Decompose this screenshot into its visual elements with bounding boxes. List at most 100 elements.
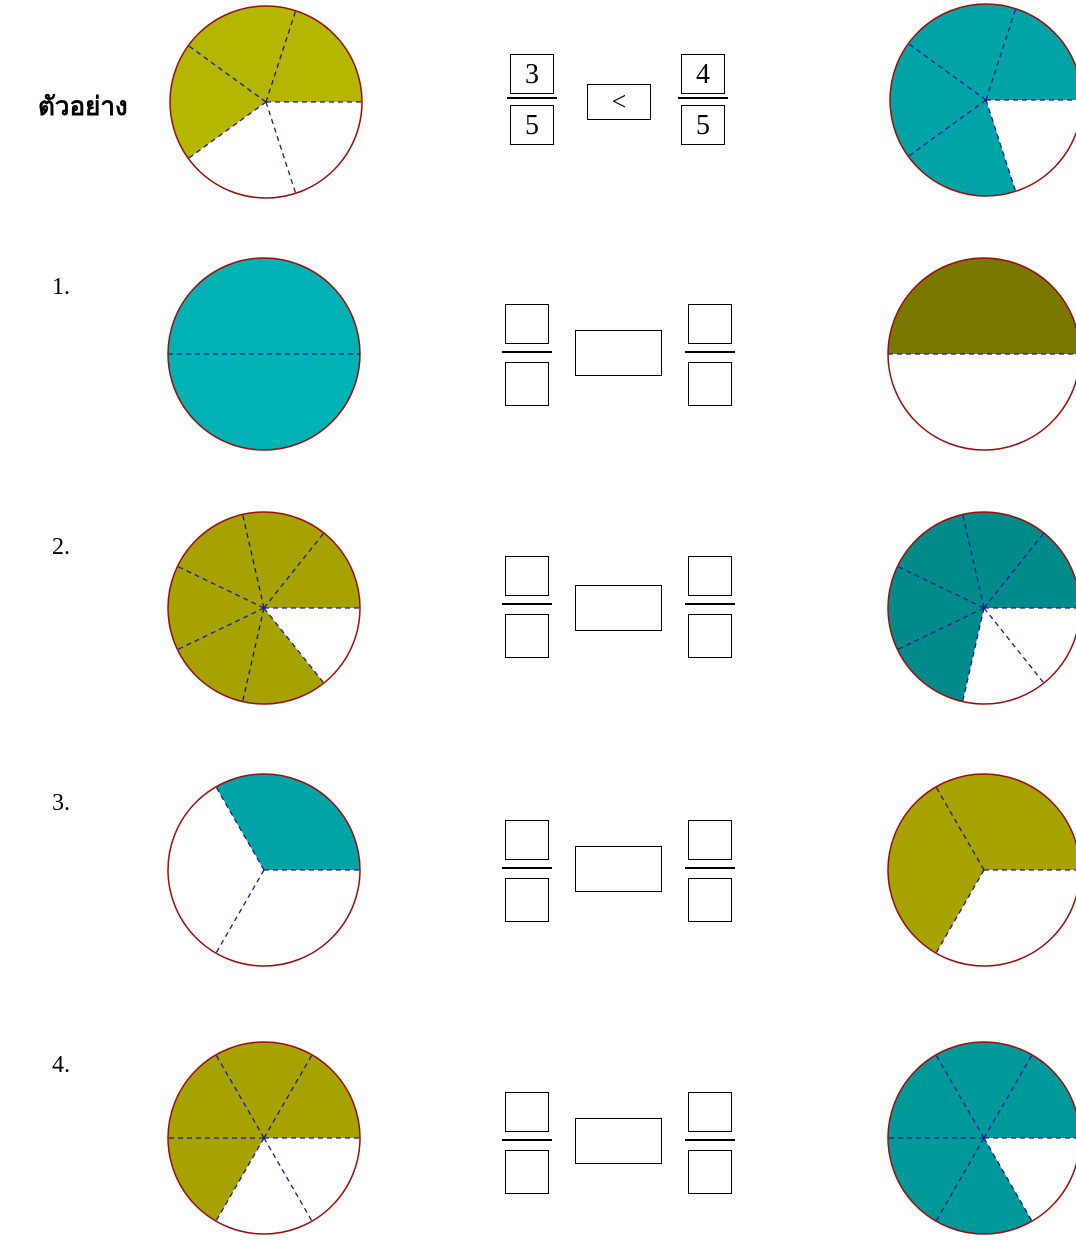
fraction-bar (502, 351, 552, 353)
divider-line (215, 869, 265, 954)
shaded-region (888, 774, 1076, 954)
circle-outline (887, 257, 1076, 451)
denominator-box[interactable]: 5 (510, 105, 554, 145)
divider-line (983, 1137, 1033, 1222)
fraction-bar (685, 867, 735, 869)
example-label: ตัวอย่าง (38, 92, 128, 121)
divider-line (907, 99, 987, 157)
divider-line (265, 10, 297, 103)
question-number: 3. (52, 790, 70, 816)
divider-line (985, 99, 1017, 192)
divider-line (962, 514, 985, 609)
fraction-bar (502, 603, 552, 605)
left-fraction-circle (167, 257, 361, 451)
divider-line (242, 607, 265, 702)
divider-line (177, 607, 265, 651)
shaded-region (888, 258, 1076, 354)
numerator-box[interactable]: 3 (510, 54, 554, 94)
fraction-bar (502, 867, 552, 869)
denominator-box[interactable] (505, 878, 549, 922)
right-fraction-circle (887, 1041, 1076, 1235)
circle-outline (887, 1041, 1076, 1235)
divider-line (215, 786, 265, 871)
numerator-box[interactable] (688, 556, 732, 596)
numerator-box[interactable] (688, 1092, 732, 1132)
divider-line (215, 1137, 265, 1222)
denominator-box[interactable] (688, 878, 732, 922)
left-fraction-circle (167, 1041, 361, 1235)
comparison-box[interactable] (575, 846, 662, 892)
divider-line (935, 1054, 985, 1139)
circle-outline (887, 773, 1076, 967)
shaded-region (168, 258, 360, 450)
left-fraction-circle (167, 511, 361, 705)
right-fraction-circle (887, 257, 1076, 451)
divider-line (187, 45, 267, 103)
divider-line (263, 607, 325, 684)
divider-line (242, 514, 265, 609)
shaded-region (168, 1042, 360, 1222)
numerator-box[interactable] (505, 1092, 549, 1132)
numerator-box[interactable] (688, 820, 732, 860)
circle-outline (169, 5, 363, 199)
denominator-box[interactable] (505, 362, 549, 406)
comparison-box[interactable] (575, 330, 662, 376)
circle-outline (889, 3, 1076, 197)
denominator-box[interactable] (688, 1150, 732, 1194)
fraction-bar (685, 603, 735, 605)
divider-line (983, 1054, 1033, 1139)
divider-line (265, 101, 297, 194)
divider-line (897, 565, 985, 609)
divider-line (263, 532, 325, 609)
denominator-box[interactable] (505, 614, 549, 658)
question-number: 4. (52, 1052, 70, 1078)
numerator-box[interactable] (505, 556, 549, 596)
divider-line (935, 786, 985, 871)
circle-outline (167, 511, 361, 705)
divider-line (985, 8, 1017, 101)
divider-line (897, 607, 985, 651)
comparison-box[interactable] (575, 1118, 662, 1164)
fraction-bar (678, 97, 728, 99)
numerator-box[interactable] (505, 820, 549, 860)
right-fraction-circle (887, 511, 1076, 705)
denominator-box[interactable]: 5 (681, 105, 725, 145)
left-fraction-circle (169, 5, 363, 199)
right-fraction-circle (887, 773, 1076, 967)
divider-line (263, 1137, 313, 1222)
comparison-box[interactable] (575, 585, 662, 631)
fraction-bar (502, 1139, 552, 1141)
shaded-region (216, 774, 360, 870)
shaded-region (170, 6, 362, 159)
question-number: 1. (52, 274, 70, 300)
divider-line (935, 869, 985, 954)
circle-outline (167, 1041, 361, 1235)
divider-line (983, 532, 1045, 609)
divider-line (215, 1054, 265, 1139)
denominator-box[interactable] (505, 1150, 549, 1194)
divider-line (983, 607, 1045, 684)
numerator-box[interactable]: 4 (681, 54, 725, 94)
right-fraction-circle (889, 3, 1076, 197)
left-fraction-circle (167, 773, 361, 967)
fraction-bar (507, 97, 557, 99)
numerator-box[interactable] (688, 304, 732, 344)
question-number: 2. (52, 534, 70, 560)
divider-line (177, 565, 265, 609)
denominator-box[interactable] (688, 362, 732, 406)
divider-line (935, 1137, 985, 1222)
circle-outline (167, 773, 361, 967)
denominator-box[interactable] (688, 614, 732, 658)
circle-outline (887, 511, 1076, 705)
divider-line (962, 607, 985, 702)
comparison-box[interactable]: < (587, 84, 651, 120)
fraction-bar (685, 351, 735, 353)
circle-outline (167, 257, 361, 451)
divider-line (263, 1054, 313, 1139)
shaded-region (890, 4, 1076, 196)
fraction-bar (685, 1139, 735, 1141)
numerator-box[interactable] (505, 304, 549, 344)
divider-line (907, 43, 987, 101)
divider-line (187, 101, 267, 159)
